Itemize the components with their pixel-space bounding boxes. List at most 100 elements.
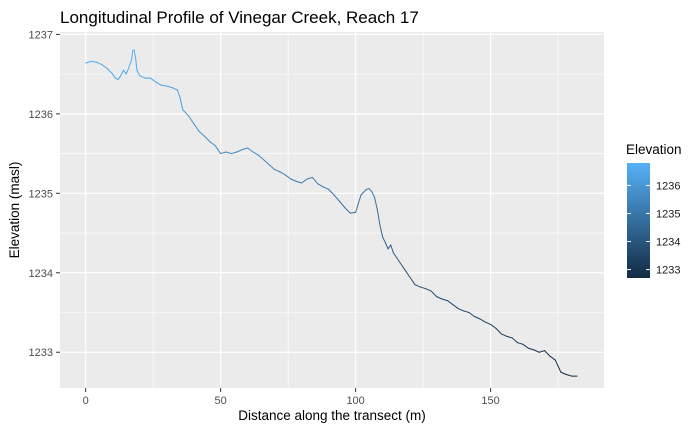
line-segment [554,359,562,373]
line-segment [549,355,556,361]
legend-ticks: 1233 1234 1235 1236 [627,180,680,277]
line-segment [376,208,381,226]
line-segment [430,290,438,298]
line-segment [133,49,137,59]
profile-line [85,49,578,377]
line-segment [225,151,232,155]
line-segment [112,73,116,79]
line-segment [452,304,459,310]
legend-colorbar [627,163,650,278]
line-segment [166,85,173,89]
line-segment [295,180,303,184]
line-segment [171,87,178,91]
line-segment [179,97,184,111]
line-segment [155,81,162,86]
line-segment [355,194,362,213]
line-segment [368,188,373,193]
y-axis-title: Elevation (masl) [7,162,22,259]
line-segment [490,323,497,329]
line-segment [463,310,470,314]
line-segment [544,350,551,357]
line-segment [338,200,346,209]
line-segment [538,350,546,353]
plot-panel [60,32,604,388]
line-segment [484,321,492,325]
line-segment [409,276,416,286]
legend: Elevation 1233 1234 1235 1236 [626,142,682,278]
line-segment [101,64,108,70]
line-segment [95,61,103,66]
line-segment [274,168,281,173]
legend-label: 1236 [656,180,680,192]
line-segment [198,130,205,137]
y-tick-label: 1235 [29,188,53,200]
line-segment [214,145,219,151]
line-segment [322,186,330,190]
line-segment [236,149,243,153]
line-segment [328,188,335,196]
line-segment [128,59,133,69]
line-segment [379,224,384,238]
line-segment [114,77,119,81]
y-axis: 1233 1234 1235 1236 1237 [29,29,60,359]
line-segment [479,318,486,323]
line-segment [252,151,259,156]
line-segment [176,89,181,99]
line-segment [468,312,475,317]
line-segment [333,194,340,202]
line-segment [122,69,127,75]
legend-label: 1235 [656,208,680,220]
chart-title: Longitudinal Profile of Vinegar Creek, R… [60,8,419,27]
x-tick-label: 150 [481,395,499,407]
line-segment [500,333,508,337]
line-segment [220,151,227,155]
line-segment [203,135,211,143]
line-segment [344,207,351,214]
line-segment [511,337,519,344]
line-segment [160,84,168,87]
line-segment [284,174,292,180]
line-segment [263,159,270,166]
line-segment [387,244,392,250]
legend-label: 1233 [656,265,680,277]
line-segment [106,68,114,75]
line-segment [398,260,405,270]
x-tick-label: 50 [215,395,227,407]
line-segment [382,236,386,244]
x-tick-label: 0 [83,395,89,407]
line-segment [560,371,567,375]
line-segment [279,171,286,176]
line-segment [268,164,276,170]
line-segment [85,60,92,64]
line-segment [446,300,454,306]
y-tick-label: 1236 [29,109,53,121]
y-tick-label: 1237 [29,29,53,41]
line-segment [565,373,573,377]
x-axis: 0 50 100 150 [83,388,500,407]
line-segment [301,178,308,184]
line-segment [135,57,138,71]
line-segment [436,296,443,300]
line-segment [136,69,141,77]
line-segment [360,188,367,196]
line-segment [317,183,324,188]
grid-major [60,32,604,388]
x-tick-label: 100 [346,395,364,407]
line-segment [120,69,124,77]
line-segment [230,151,238,155]
y-tick-label: 1234 [29,268,53,280]
legend-title: Elevation [626,142,682,157]
line-segment [349,211,357,214]
line-segment [125,67,130,75]
line-segment [311,176,319,185]
line-segment [139,75,146,79]
line-segment [371,191,376,198]
line-segment [419,286,427,290]
line-segment [495,327,502,335]
line-segment [390,244,394,254]
line-segment [290,178,297,182]
line-segment [209,141,216,147]
line-segment [117,75,122,81]
line-segment [425,288,432,292]
